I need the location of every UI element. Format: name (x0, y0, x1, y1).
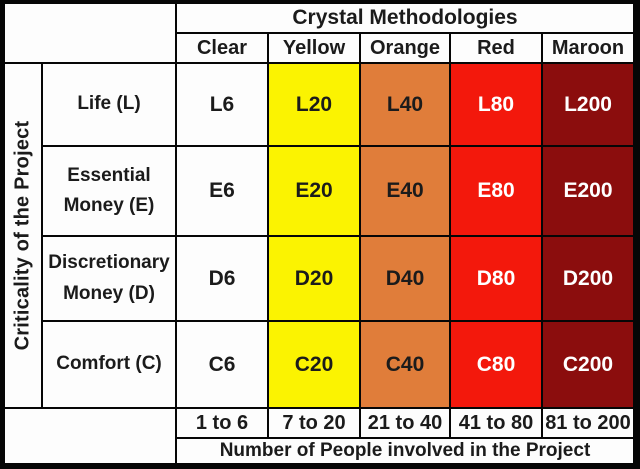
cell-l6: L6 (177, 64, 267, 145)
row-label-discretionary-money: Discretionary Money (D) (43, 237, 175, 320)
cell-e20: E20 (269, 147, 359, 235)
cell-c40: C40 (361, 322, 449, 407)
range-81-to-200: 81 to 200 (543, 409, 633, 437)
range-7-to-20: 7 to 20 (269, 409, 359, 437)
bottom-left-empty-cell (5, 409, 175, 463)
row-label-comfort: Comfort (C) (43, 322, 175, 407)
range-1-to-6: 1 to 6 (177, 409, 267, 437)
col-axis-label: Number of People involved in the Project (177, 439, 633, 463)
cell-c20: C20 (269, 322, 359, 407)
range-41-to-80: 41 to 80 (451, 409, 541, 437)
cell-e40: E40 (361, 147, 449, 235)
col-header-red: Red (451, 34, 541, 62)
col-header-orange: Orange (361, 34, 449, 62)
top-left-empty-cell (5, 4, 175, 62)
row-label-essential-money: Essential Money (E) (43, 147, 175, 235)
cell-c80: C80 (451, 322, 541, 407)
cell-c6: C6 (177, 322, 267, 407)
col-header-clear: Clear (177, 34, 267, 62)
cell-l200: L200 (543, 64, 633, 145)
crystal-methodology-matrix: Crystal Methodologies Clear Yellow Orang… (5, 4, 633, 463)
cell-d20: D20 (269, 237, 359, 320)
cell-e6: E6 (177, 147, 267, 235)
cell-d80: D80 (451, 237, 541, 320)
cell-l40: L40 (361, 64, 449, 145)
col-header-maroon: Maroon (543, 34, 633, 62)
cell-l20: L20 (269, 64, 359, 145)
cell-l80: L80 (451, 64, 541, 145)
row-axis-label: Criticality of the Project (11, 120, 34, 351)
cell-d40: D40 (361, 237, 449, 320)
cell-d6: D6 (177, 237, 267, 320)
col-header-yellow: Yellow (269, 34, 359, 62)
row-axis-label-cell: Criticality of the Project (5, 64, 41, 407)
cell-e200: E200 (543, 147, 633, 235)
cell-c200: C200 (543, 322, 633, 407)
range-21-to-40: 21 to 40 (361, 409, 449, 437)
row-label-life: Life (L) (43, 64, 175, 145)
cell-d200: D200 (543, 237, 633, 320)
table-title: Crystal Methodologies (177, 4, 633, 32)
cell-e80: E80 (451, 147, 541, 235)
